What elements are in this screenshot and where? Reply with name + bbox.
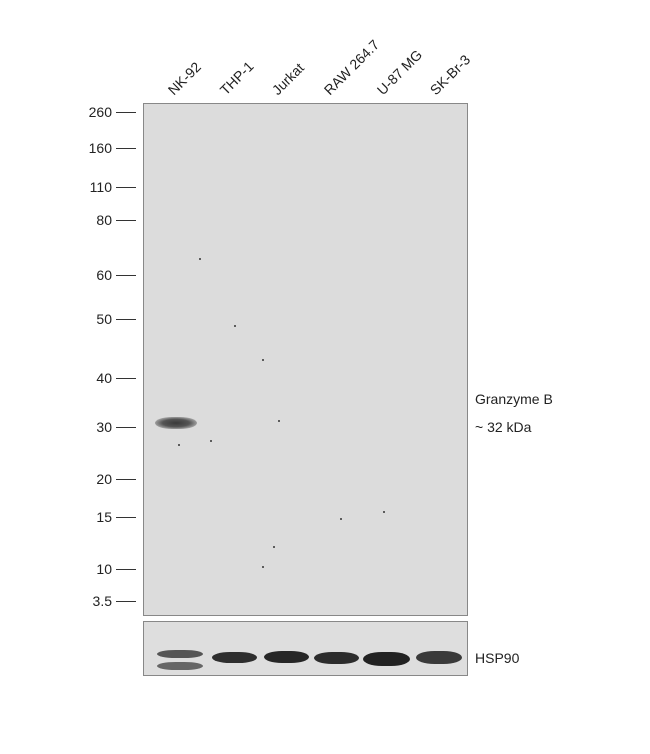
marker-110: 110: [89, 179, 112, 195]
marker-tick: [116, 378, 136, 379]
marker-160: 160: [88, 140, 112, 156]
marker-3.5: 3.5: [92, 593, 112, 609]
marker-tick: [116, 517, 136, 518]
marker-tick: [116, 427, 136, 428]
marker-15: 15: [96, 509, 112, 525]
speck: [178, 444, 180, 446]
speck: [210, 440, 212, 442]
speck: [262, 359, 264, 361]
marker-tick: [116, 275, 136, 276]
marker-tick: [116, 112, 136, 113]
speck: [273, 546, 275, 548]
main-blot-membrane: [143, 103, 468, 616]
speck: [340, 518, 342, 520]
marker-60: 60: [96, 267, 112, 283]
target-size-label: ~ 32 kDa: [475, 419, 532, 435]
marker-tick: [116, 479, 136, 480]
marker-30: 30: [96, 419, 112, 435]
hsp90-band-nk92-upper: [157, 650, 203, 658]
hsp90-band-u87mg: [363, 652, 410, 666]
marker-40: 40: [96, 370, 112, 386]
loading-control-blot: [143, 621, 468, 676]
hsp90-band-raw2647: [314, 652, 359, 664]
hsp90-band-jurkat: [264, 651, 309, 663]
speck: [199, 258, 201, 260]
marker-tick: [116, 569, 136, 570]
marker-10: 10: [96, 561, 112, 577]
marker-80: 80: [96, 212, 112, 228]
speck: [278, 420, 280, 422]
marker-tick: [116, 319, 136, 320]
speck: [383, 511, 385, 513]
lane-label-skbr3: SK-Br-3: [426, 51, 474, 98]
marker-tick: [116, 187, 136, 188]
granzyme-b-band-nk92: [155, 417, 197, 429]
lane-label-u87mg: U-87 MG: [373, 46, 426, 98]
marker-tick: [116, 220, 136, 221]
hsp90-band-skbr3: [416, 651, 462, 664]
speck: [262, 566, 264, 568]
marker-50: 50: [96, 311, 112, 327]
lane-label-raw2647: RAW 264.7: [320, 36, 383, 98]
loading-control-label: HSP90: [475, 650, 520, 666]
marker-tick: [116, 601, 136, 602]
target-name-label: Granzyme B: [475, 391, 553, 407]
lane-label-thp1: THP-1: [216, 58, 257, 98]
speck: [234, 325, 236, 327]
hsp90-band-thp1: [212, 652, 257, 663]
hsp90-band-nk92-lower: [157, 662, 203, 670]
marker-260: 260: [88, 104, 112, 120]
lane-label-nk92: NK-92: [164, 58, 205, 98]
marker-20: 20: [96, 471, 112, 487]
marker-tick: [116, 148, 136, 149]
lane-label-jurkat: Jurkat: [268, 59, 307, 98]
